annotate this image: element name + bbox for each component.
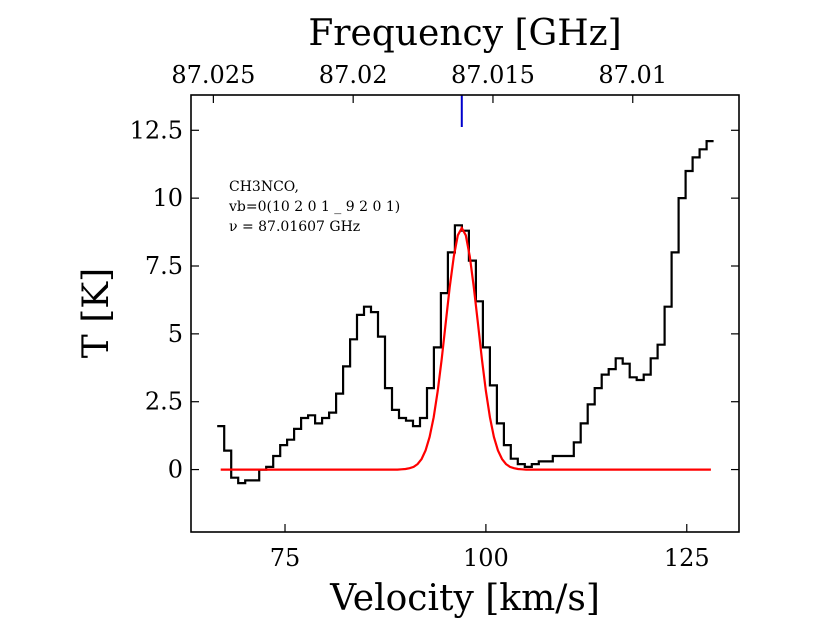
annotation-line: vb=0(10 2 0 1 _ 9 2 0 1) bbox=[228, 199, 400, 215]
x2-tick-label: 87.02 bbox=[319, 61, 388, 89]
chart-title: Frequency [GHz] bbox=[308, 13, 621, 54]
annotation-line: CH3NCO, bbox=[229, 179, 299, 195]
x2-tick-label: 87.025 bbox=[171, 61, 255, 89]
series-line bbox=[220, 225, 711, 471]
y-tick-label: 10 bbox=[152, 184, 183, 212]
y-axis-label: T [K] bbox=[76, 268, 117, 358]
y-tick-label: 7.5 bbox=[145, 252, 183, 280]
annotation: CH3NCO, vb=0(10 2 0 1 _ 9 2 0 1) ν = 87.… bbox=[228, 179, 400, 235]
x-tick-label: 100 bbox=[463, 544, 509, 572]
annotation-line: ν = 87.01607 GHz bbox=[229, 219, 360, 235]
x-tick-label: 125 bbox=[664, 544, 710, 572]
y-tick-label: 0 bbox=[168, 456, 183, 484]
x-tick-label: 75 bbox=[270, 544, 301, 572]
x-axis-label: Velocity [km/s] bbox=[329, 578, 600, 619]
y-tick-label: 5 bbox=[168, 320, 183, 348]
y-tick-label: 2.5 bbox=[145, 388, 183, 416]
y-tick-label: 12.5 bbox=[130, 116, 183, 144]
plot-frame bbox=[190, 94, 740, 533]
x2-tick-label: 87.015 bbox=[451, 61, 535, 89]
x2-tick-label: 87.01 bbox=[598, 61, 667, 89]
